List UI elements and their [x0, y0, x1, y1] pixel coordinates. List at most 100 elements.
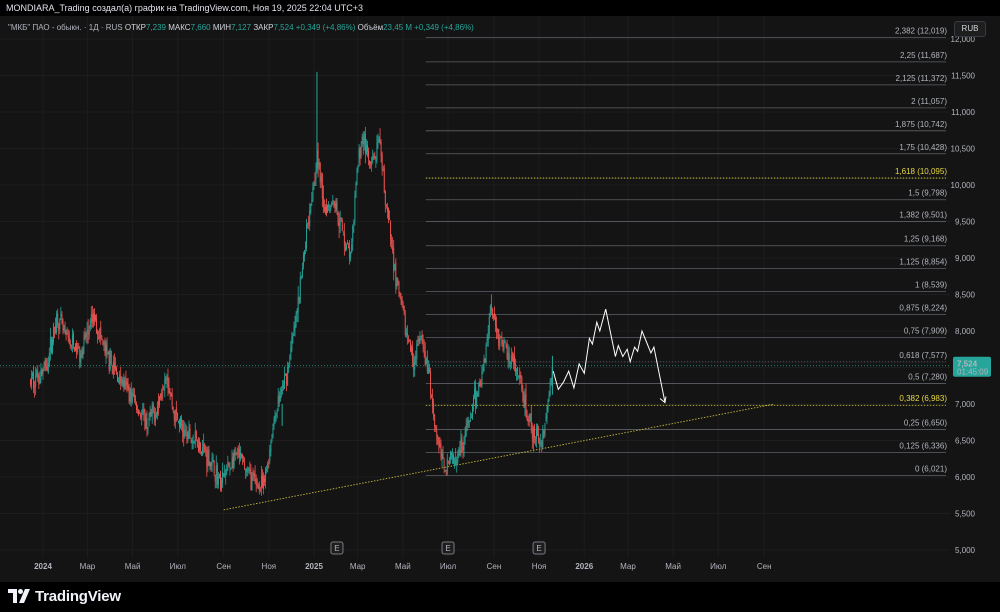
- close-label: ЗАКР: [253, 23, 274, 32]
- candle-body: [121, 379, 123, 385]
- candle-body: [401, 298, 403, 305]
- candle-body: [469, 418, 471, 420]
- candle-body: [85, 335, 87, 338]
- candle-body: [383, 167, 385, 193]
- candle-body: [50, 339, 52, 354]
- candle-body: [461, 439, 463, 445]
- candle-body: [159, 396, 161, 406]
- currency-button[interactable]: RUB: [954, 21, 986, 37]
- candle-body: [470, 417, 472, 418]
- candle-body: [277, 395, 279, 408]
- time-tick: Сен: [757, 562, 772, 571]
- candle-body: [377, 139, 379, 141]
- candle-body: [523, 399, 525, 408]
- candle-body: [512, 357, 514, 363]
- candle-body: [379, 137, 381, 144]
- candle-body: [259, 487, 261, 488]
- candle-body: [402, 307, 404, 308]
- candle-body: [516, 370, 518, 371]
- symbol-legend[interactable]: "МКБ" ПАО - обыкн. · 1Д · RUS ОТКР7,239 …: [8, 23, 474, 32]
- candle-body: [59, 318, 61, 330]
- chart-panel[interactable]: [0, 16, 1000, 582]
- fib-level-label: 1,618 (10,095): [895, 167, 947, 176]
- candle-body: [154, 414, 156, 422]
- candle-body: [157, 405, 158, 415]
- candle-body: [393, 248, 395, 273]
- candle-body: [74, 347, 75, 352]
- price-tick: 8,000: [955, 327, 976, 336]
- candle-body: [296, 310, 298, 314]
- candle-body: [237, 448, 239, 451]
- candle-body: [466, 423, 468, 427]
- candle-body: [344, 246, 346, 250]
- candle-body: [435, 425, 437, 430]
- candle-body: [504, 340, 506, 343]
- time-tick: Июл: [710, 562, 727, 571]
- candle-body: [57, 313, 59, 324]
- candle-body: [432, 398, 434, 405]
- candle-body: [258, 484, 260, 491]
- candle-body: [207, 450, 209, 466]
- candle-body: [252, 473, 254, 475]
- candle-body: [412, 347, 414, 362]
- candle-body: [190, 440, 192, 442]
- candle-body: [60, 315, 62, 316]
- candle-body: [250, 469, 252, 490]
- candle-body: [170, 392, 172, 396]
- candle-body: [201, 452, 203, 453]
- price-tick: 6,000: [955, 473, 976, 482]
- candle-body: [522, 389, 524, 401]
- candle-body: [169, 391, 171, 394]
- candle-body: [273, 421, 275, 426]
- candle-body: [390, 220, 392, 240]
- symbol-name[interactable]: "МКБ" ПАО - обыкн. · 1Д · RUS: [8, 23, 123, 32]
- candle-body: [423, 346, 425, 349]
- candle-body: [61, 313, 63, 324]
- close-value: 7,524: [273, 23, 294, 32]
- candle-body: [519, 374, 521, 378]
- candle-body: [341, 219, 343, 231]
- candle-body: [122, 380, 124, 387]
- fib-level-label: 0,5 (7,280): [908, 373, 947, 382]
- candle-body: [427, 367, 429, 374]
- candle-body: [305, 246, 306, 248]
- candle-body: [502, 343, 504, 348]
- candle-body: [548, 394, 550, 399]
- tradingview-logo[interactable]: TradingView: [8, 584, 121, 608]
- candle-body: [253, 473, 255, 476]
- candle-body: [460, 436, 462, 456]
- candle-body: [210, 462, 212, 468]
- earnings-marker-label: E: [536, 544, 541, 553]
- candle-body: [54, 327, 56, 329]
- candle-body: [365, 144, 367, 154]
- candle-body: [445, 473, 447, 474]
- price-tick: 7,000: [955, 400, 976, 409]
- price-tick: 5,000: [955, 546, 976, 555]
- candle-body: [306, 224, 308, 249]
- candle-body: [474, 389, 476, 398]
- candle-body: [35, 375, 37, 387]
- candle-body: [78, 347, 80, 349]
- candle-body: [186, 432, 188, 439]
- candle-body: [69, 343, 71, 348]
- candle-body: [498, 329, 500, 346]
- price-chart[interactable]: 2,382 (12,019) 2,25 (11,687) 2,125 (11,372…: [0, 0, 1000, 582]
- candle-body: [509, 362, 511, 364]
- candle-body: [189, 427, 191, 439]
- low-value: 7,127: [231, 23, 252, 32]
- fibonacci-extension: 2,382 (12,019) 2,25 (11,687) 2,125 (11,372…: [425, 27, 947, 476]
- candle-body: [191, 440, 193, 444]
- candle-body: [171, 393, 173, 407]
- time-tick: Мар: [620, 562, 636, 571]
- candle-body: [235, 454, 237, 456]
- candle-body: [88, 331, 90, 335]
- fib-level-label: 1,125 (8,854): [899, 258, 947, 267]
- candle-body: [483, 358, 485, 372]
- candle-body: [91, 314, 93, 323]
- candle-body: [174, 409, 176, 422]
- candle-body: [167, 377, 169, 387]
- candle-body: [543, 430, 545, 435]
- candle-body: [349, 247, 351, 260]
- candle-body: [302, 254, 304, 266]
- candle-body: [437, 437, 439, 444]
